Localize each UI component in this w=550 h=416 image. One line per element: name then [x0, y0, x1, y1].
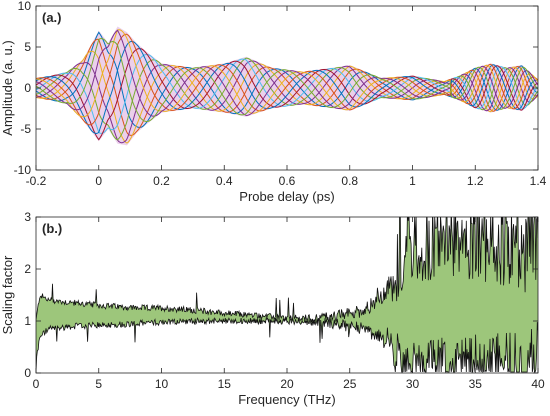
plot-area: [36, 26, 538, 146]
y-tick-label: -5: [20, 122, 31, 136]
x-tick-label: 0.4: [216, 174, 233, 188]
series-line-8: [36, 40, 538, 135]
series-line-4: [36, 60, 538, 144]
x-tick-label: 10: [155, 377, 169, 391]
series-line-11: [36, 29, 538, 117]
series-line-9: [36, 33, 538, 126]
y-tick-label: 0: [24, 366, 31, 380]
x-tick-label: 0: [33, 377, 40, 391]
series-line-10: [36, 29, 538, 118]
x-tick-label: 1: [409, 174, 416, 188]
x-tick-label: 1.2: [467, 174, 484, 188]
x-tick-label: 5: [95, 377, 102, 391]
panel-a: -0.2 0 0.2 0.4 0.6 0.8 1 1.2 1.4 -10 -5 0 5 10 Probe d…: [0, 0, 547, 204]
x-axis-title: Frequency (THz): [238, 392, 336, 407]
y-tick-label: 5: [24, 40, 31, 54]
y-tick-label: 2: [24, 262, 31, 276]
x-tick-label: 30: [406, 377, 420, 391]
x-tick-label: 0.2: [153, 174, 170, 188]
x-tick-label: 15: [218, 377, 232, 391]
x-tick-label: 20: [280, 377, 294, 391]
y-tick-label: 10: [18, 0, 32, 13]
x-tick-label: 0.8: [341, 174, 358, 188]
x-axis-title: Probe delay (ps): [239, 189, 334, 204]
y-tick-label: -10: [14, 163, 32, 177]
y-tick-label: 0: [24, 81, 31, 95]
y-axis-title: Amplitude (a. u.): [0, 40, 15, 135]
x-tick-label: 25: [343, 377, 357, 391]
plot-area: [36, 217, 538, 373]
panel-label: (b.): [42, 221, 62, 236]
y-axis-title: Scaling factor: [0, 255, 15, 334]
y-tick-label: 1: [24, 314, 31, 328]
y-tick-label: 3: [24, 210, 31, 224]
panel-b: 0 5 10 15 20 25 30 35 40 0 1 2 3 Frequency (THz) Scali…: [0, 210, 545, 407]
series-line-6: [36, 53, 538, 134]
x-tick-label: -0.2: [26, 174, 47, 188]
panel-label: (a.): [42, 10, 62, 25]
x-tick-label: 1.4: [530, 174, 547, 188]
x-tick-label: 0.6: [279, 174, 296, 188]
x-tick-label: 0: [95, 174, 102, 188]
lower-trace: [36, 316, 538, 373]
x-tick-label: 40: [531, 377, 545, 391]
series-line-12: [36, 37, 538, 123]
band-fill: [36, 217, 538, 372]
series-line-3: [36, 50, 538, 144]
series-line-7: [36, 48, 538, 141]
upper-trace: [36, 217, 538, 323]
x-tick-label: 35: [469, 377, 483, 391]
